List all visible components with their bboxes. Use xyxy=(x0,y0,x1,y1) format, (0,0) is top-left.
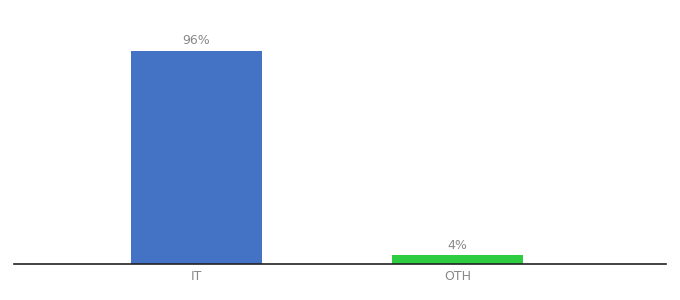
Text: 4%: 4% xyxy=(447,239,467,252)
Text: 96%: 96% xyxy=(182,34,210,47)
Bar xyxy=(131,51,262,264)
Bar xyxy=(392,255,523,264)
